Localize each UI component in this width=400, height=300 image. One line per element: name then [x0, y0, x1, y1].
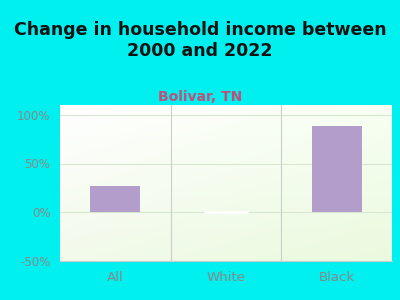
- Text: Bolivar, TN: Bolivar, TN: [158, 90, 242, 104]
- Text: Change in household income between
2000 and 2022: Change in household income between 2000 …: [14, 21, 386, 60]
- Bar: [90, 186, 140, 212]
- Bar: [312, 126, 362, 212]
